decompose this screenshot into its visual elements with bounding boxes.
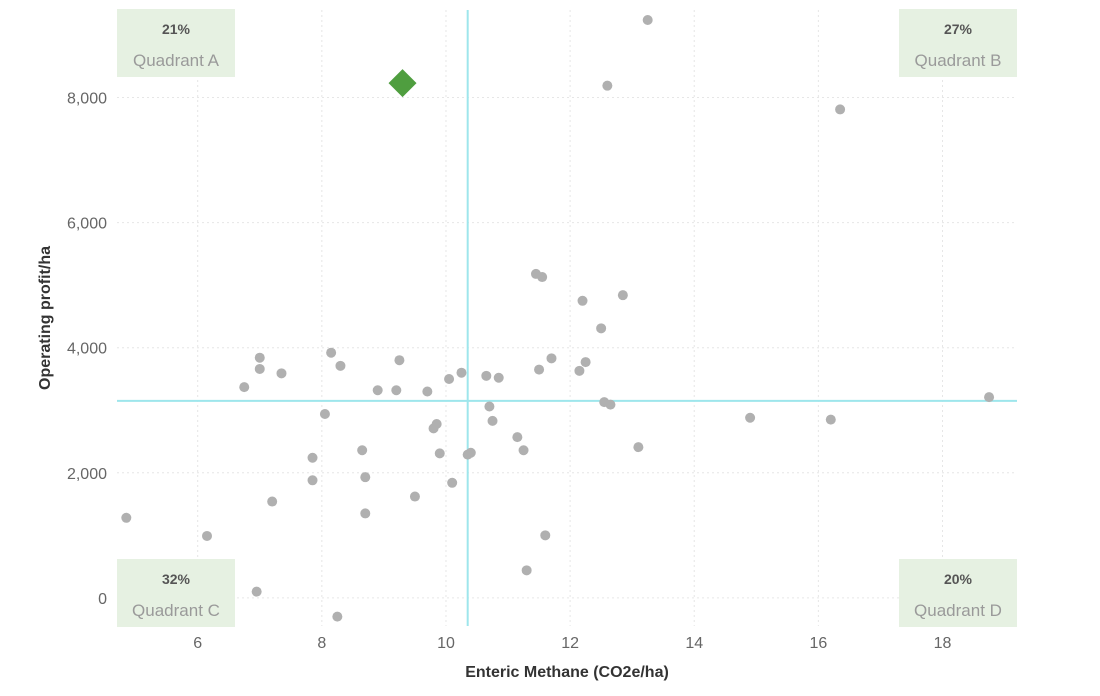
data-point[interactable]	[267, 496, 278, 507]
data-point[interactable]	[254, 352, 265, 363]
data-point[interactable]	[360, 472, 371, 483]
data-point[interactable]	[493, 372, 504, 383]
quadrant-labels: 21% Quadrant A 27% Quadrant B 32% Quadrant C 2…	[117, 9, 1017, 627]
data-point[interactable]	[835, 104, 846, 115]
x-tick-label: 10	[437, 635, 455, 652]
data-point[interactable]	[521, 565, 532, 576]
quadrant-percent: 21%	[162, 21, 191, 37]
data-point[interactable]	[307, 452, 318, 463]
quadrant-label: Quadrant A	[133, 51, 220, 70]
quadrant-label: Quadrant C	[132, 601, 220, 620]
data-point[interactable]	[465, 447, 476, 458]
data-point[interactable]	[394, 355, 405, 366]
quadrant-label: Quadrant B	[915, 51, 1002, 70]
y-axis-label: Operating profit/ha	[37, 246, 54, 390]
quadrant-box-d: 20% Quadrant D	[899, 559, 1017, 627]
data-point[interactable]	[357, 445, 368, 456]
y-tick-label: 4,000	[67, 341, 107, 358]
data-point[interactable]	[487, 415, 498, 426]
data-point[interactable]	[546, 353, 557, 364]
data-point[interactable]	[447, 477, 458, 488]
highlighted-point-diamond[interactable]	[388, 69, 417, 98]
data-point[interactable]	[617, 290, 628, 301]
data-point[interactable]	[534, 364, 545, 375]
data-point[interactable]	[121, 512, 132, 523]
data-point[interactable]	[251, 586, 262, 597]
data-point[interactable]	[391, 385, 402, 396]
data-point[interactable]	[481, 370, 492, 381]
data-point[interactable]	[276, 368, 287, 379]
data-point[interactable]	[512, 432, 523, 443]
data-point[interactable]	[254, 363, 265, 374]
quadrant-box-background	[899, 9, 1017, 77]
data-point[interactable]	[332, 611, 343, 622]
quadrant-box-background	[117, 559, 235, 627]
data-point[interactable]	[605, 399, 616, 410]
quadrant-percent: 32%	[162, 571, 191, 587]
data-point[interactable]	[574, 365, 585, 376]
y-axis-ticks: 0 2,000 4,000 6,000 8,000	[67, 91, 107, 608]
quadrant-percent: 27%	[944, 21, 973, 37]
data-point[interactable]	[745, 412, 756, 423]
data-point[interactable]	[825, 414, 836, 425]
data-point[interactable]	[360, 508, 371, 519]
data-point[interactable]	[580, 357, 591, 368]
gridlines	[117, 10, 1017, 626]
y-tick-label: 8,000	[67, 91, 107, 108]
quadrant-label: Quadrant D	[914, 601, 1002, 620]
data-point[interactable]	[602, 80, 613, 91]
data-point[interactable]	[633, 442, 644, 453]
data-point[interactable]	[456, 367, 467, 378]
quadrant-box-b: 27% Quadrant B	[899, 9, 1017, 77]
data-point[interactable]	[372, 385, 383, 396]
x-tick-label: 12	[561, 635, 579, 652]
x-tick-label: 14	[685, 635, 703, 652]
x-tick-label: 8	[317, 635, 326, 652]
data-point[interactable]	[577, 295, 588, 306]
y-tick-label: 2,000	[67, 466, 107, 483]
y-tick-label: 6,000	[67, 216, 107, 233]
data-point[interactable]	[434, 448, 445, 459]
reference-lines	[117, 10, 1017, 626]
data-point[interactable]	[537, 272, 548, 283]
data-point[interactable]	[319, 408, 330, 419]
x-tick-label: 6	[193, 635, 202, 652]
x-axis-ticks: 6 8 10 12 14 16 18	[193, 635, 951, 652]
y-tick-label: 0	[98, 591, 107, 608]
data-points	[121, 15, 995, 622]
quadrant-box-a: 21% Quadrant A	[117, 9, 235, 77]
data-point[interactable]	[307, 475, 318, 486]
quadrant-box-background	[117, 9, 235, 77]
data-point[interactable]	[422, 386, 433, 397]
data-point[interactable]	[596, 323, 607, 334]
data-point[interactable]	[518, 445, 529, 456]
data-point[interactable]	[409, 491, 420, 502]
data-point[interactable]	[642, 15, 653, 26]
data-point[interactable]	[984, 392, 995, 403]
x-tick-label: 16	[809, 635, 827, 652]
quadrant-percent: 20%	[944, 571, 973, 587]
data-point[interactable]	[239, 382, 250, 393]
quadrant-box-background	[899, 559, 1017, 627]
data-point[interactable]	[484, 401, 495, 412]
data-point[interactable]	[431, 419, 442, 430]
data-point[interactable]	[444, 373, 455, 384]
data-point[interactable]	[326, 347, 337, 358]
data-point[interactable]	[202, 530, 212, 541]
x-axis-label: Enteric Methane (CO2e/ha)	[465, 664, 669, 681]
x-tick-label: 18	[934, 635, 952, 652]
data-point[interactable]	[335, 360, 346, 371]
quadrant-box-c: 32% Quadrant C	[117, 559, 235, 627]
data-point[interactable]	[540, 530, 551, 541]
